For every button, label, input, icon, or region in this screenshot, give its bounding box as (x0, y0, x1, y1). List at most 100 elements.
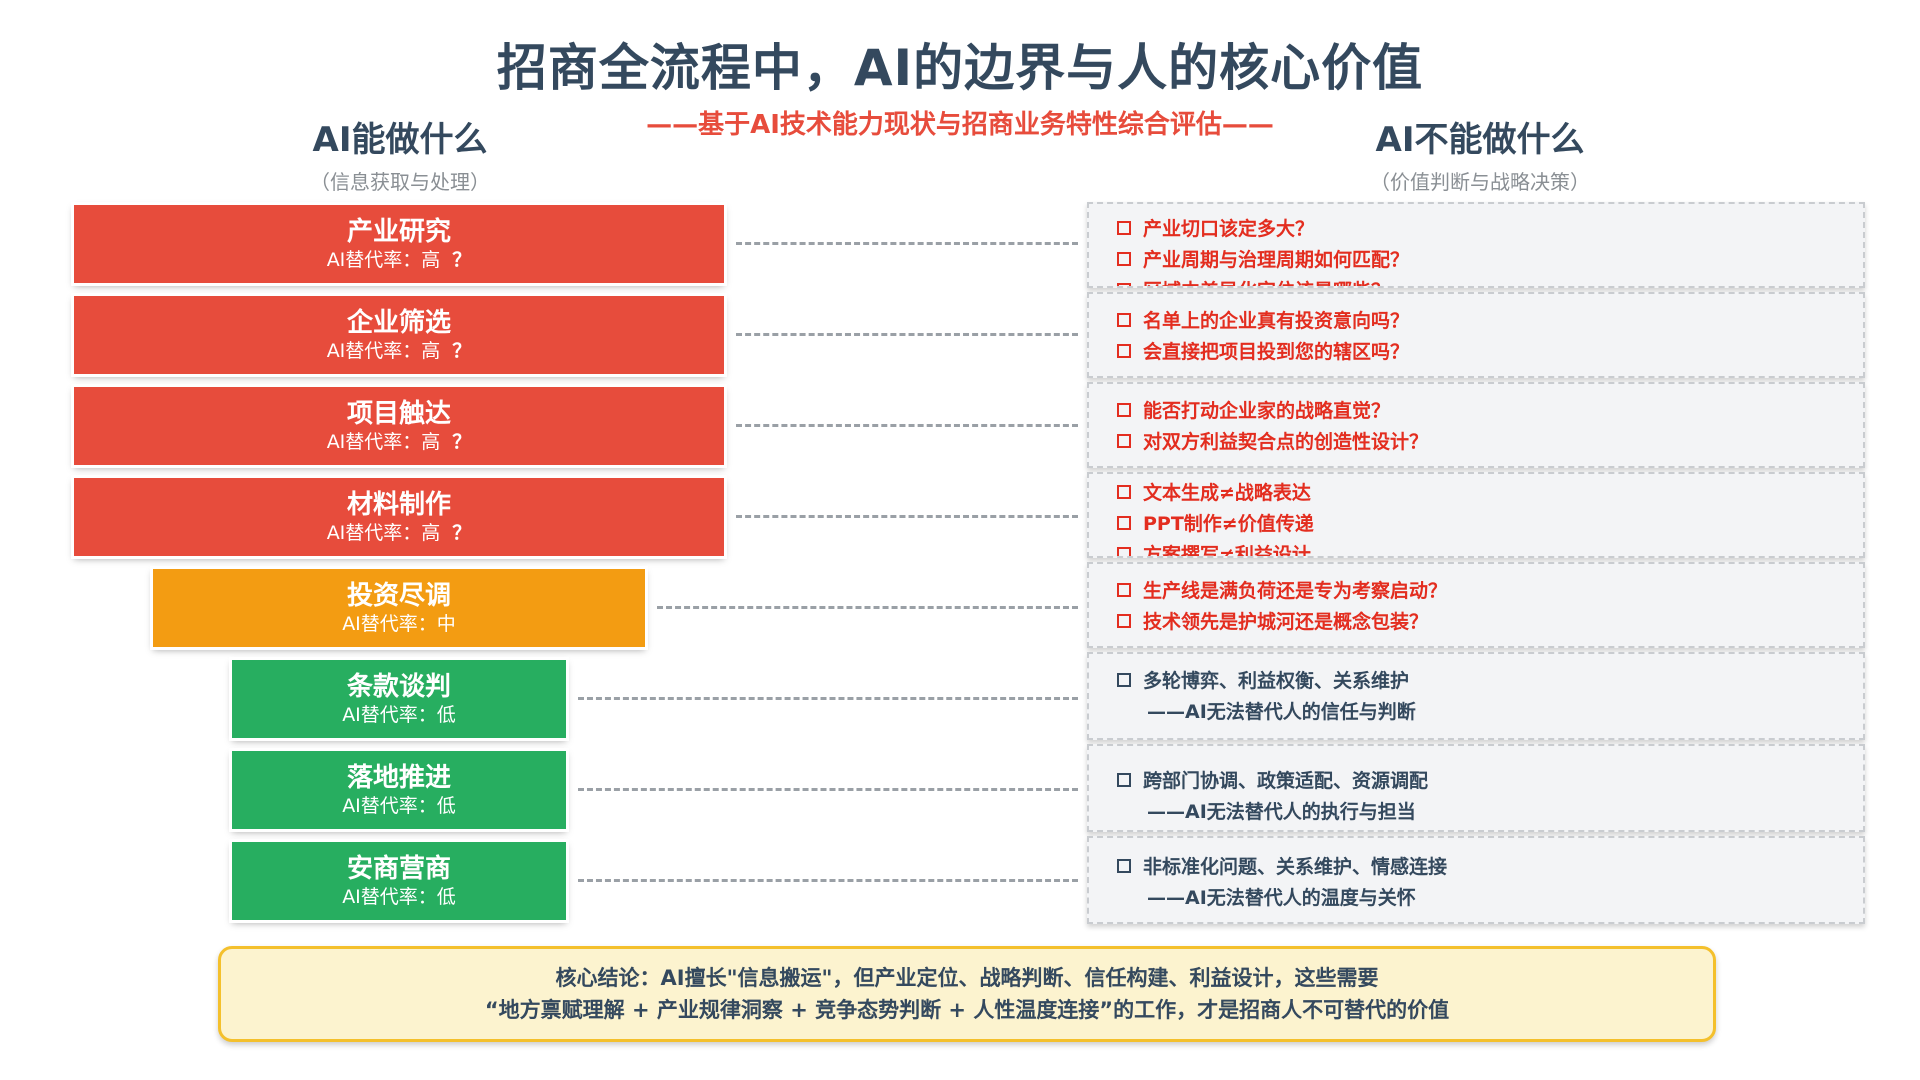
question-box: 多轮博弈、利益权衡、关系维护 ——AI无法替代人的信任与判断 (1087, 652, 1865, 740)
checkbox-bullet-icon (1117, 772, 1131, 787)
question-text: 生产线是满负荷还是专为考察启动？ (1143, 580, 1448, 602)
connector-line (736, 424, 1078, 427)
question-line: 技术领先是护城河还是概念包装？ (1117, 607, 1863, 638)
stage-name: 安商营商 (346, 854, 451, 884)
question-text: 能否打动企业家的战略直觉？ (1143, 400, 1391, 422)
checkbox-bullet-icon (1117, 582, 1131, 597)
question-text: 非标准化问题、关系维护、情感连接 (1143, 856, 1448, 878)
checkbox-bullet-icon (1117, 515, 1131, 530)
question-box: 名单上的企业真有投资意向吗？ 会直接把项目投到您的辖区吗？ (1087, 292, 1865, 378)
question-text: 对双方利益契合点的创造性设计？ (1143, 431, 1429, 453)
conclusion-box: 核心结论：AI擅长"信息搬运"，但产业定位、战略判断、信任构建、利益设计，这些需… (218, 946, 1716, 1042)
connector-line (657, 606, 1078, 609)
question-text: PPT制作≠价值传递 (1143, 513, 1314, 535)
question-box: 生产线是满负荷还是专为考察启动？ 技术领先是护城河还是概念包装？ (1087, 562, 1865, 648)
question-box: 产业切口该定多大？ 产业周期与治理周期如何匹配？ 区域中差异化定位该是哪些？ (1087, 202, 1865, 288)
question-text: 会直接把项目投到您的辖区吗？ (1143, 341, 1410, 363)
question-mark: ？ (452, 522, 472, 544)
question-line: 文本生成≠战略表达 (1117, 478, 1863, 509)
question-box: 能否打动企业家的战略直觉？ 对双方利益契合点的创造性设计？ (1087, 382, 1865, 468)
checkbox-bullet-icon (1117, 220, 1131, 235)
stage-name: 落地推进 (346, 763, 451, 793)
question-line: ——AI无法替代人的信任与判断 (1117, 697, 1863, 728)
question-text: ——AI无法替代人的信任与判断 (1147, 701, 1416, 723)
question-text: 技术领先是护城河还是概念包装？ (1143, 611, 1429, 633)
question-line: 非标准化问题、关系维护、情感连接 (1117, 852, 1863, 883)
stage-name: 企业筛选 (346, 308, 451, 338)
stage-name: 条款谈判 (346, 672, 451, 702)
question-text: 方案撰写≠利益设计 (1143, 544, 1311, 558)
stage-box: 投资尽调 AI替代率：中 (153, 569, 645, 647)
left-column-heading: AI能做什么 (312, 120, 488, 160)
connector-line (578, 697, 1078, 700)
stage-name: 产业研究 (346, 217, 451, 247)
stage-rate-text: AI替代率：高 (326, 431, 441, 453)
connector-line (736, 333, 1078, 336)
stage-rate-text: AI替代率：低 (342, 704, 456, 726)
question-line: 会直接把项目投到您的辖区吗？ (1117, 337, 1863, 368)
stage-box: 材料制作 AI替代率：高 ？ (74, 478, 724, 556)
question-line: 跨部门协调、政策适配、资源调配 (1117, 766, 1863, 797)
stage-box: 产业研究 AI替代率：高 ？ (74, 205, 724, 283)
question-line: ——AI无法替代人的温度与关怀 (1117, 883, 1863, 914)
stage-rate-text: AI替代率：低 (342, 886, 456, 908)
stage-rate-text: AI替代率：高 (326, 249, 441, 271)
right-column-heading: AI不能做什么 (1375, 120, 1585, 160)
stage-name: 项目触达 (346, 399, 451, 429)
page-title: 招商全流程中，AI的边界与人的核心价值 (496, 39, 1424, 97)
question-mark: ？ (452, 431, 472, 453)
checkbox-bullet-icon (1117, 343, 1131, 358)
stage-rate: AI替代率：高 ？ (327, 339, 472, 363)
stage-rate-text: AI替代率：低 (342, 795, 456, 817)
stage-rate: AI替代率：低 (342, 794, 456, 818)
stage-rate: AI替代率：低 (342, 703, 456, 727)
question-text: 名单上的企业真有投资意向吗？ (1143, 310, 1410, 332)
question-text: 区域中差异化定位该是哪些？ (1143, 280, 1390, 286)
stage-rate: AI替代率：低 (342, 885, 456, 909)
question-text: 跨部门协调、政策适配、资源调配 (1143, 770, 1429, 792)
question-line: 区域中差异化定位该是哪些？ (1117, 276, 1863, 286)
page-subtitle: ——基于AI技术能力现状与招商业务特性综合评估—— (646, 110, 1274, 140)
stage-rate-text: AI替代率：高 (326, 522, 441, 544)
conclusion-line-2: “地方禀赋理解 + 产业规律洞察 + 竞争态势判断 + 人性温度连接”的工作，才… (484, 998, 1450, 1022)
checkbox-bullet-icon (1117, 402, 1131, 417)
stage-rate: AI替代率：高 ？ (327, 430, 472, 454)
checkbox-bullet-icon (1117, 433, 1131, 448)
checkbox-bullet-icon (1117, 312, 1131, 327)
checkbox-bullet-icon (1117, 613, 1131, 628)
question-line: 方案撰写≠利益设计 (1117, 540, 1863, 558)
question-text: ——AI无法替代人的温度与关怀 (1147, 887, 1416, 909)
connector-line (578, 879, 1078, 882)
question-line: 名单上的企业真有投资意向吗？ (1117, 306, 1863, 337)
stage-box: 企业筛选 AI替代率：高 ？ (74, 296, 724, 374)
stage-rate: AI替代率：高 ？ (327, 248, 472, 272)
checkbox-bullet-icon (1117, 251, 1131, 266)
checkbox-bullet-icon (1117, 858, 1131, 873)
left-column-caption: （信息获取与处理） (310, 170, 490, 194)
stage-box: 落地推进 AI替代率：低 (232, 751, 566, 829)
question-box: 跨部门协调、政策适配、资源调配 ——AI无法替代人的执行与担当 (1087, 744, 1865, 832)
stage-box: 项目触达 AI替代率：高 ？ (74, 387, 724, 465)
checkbox-bullet-icon (1117, 282, 1131, 286)
right-column-caption: （价值判断与战略决策） (1370, 170, 1590, 194)
question-mark: ？ (452, 340, 472, 362)
stage-box: 条款谈判 AI替代率：低 (232, 660, 566, 738)
stage-rate-text: AI替代率：中 (342, 613, 456, 635)
question-text: ——AI无法替代人的执行与担当 (1147, 801, 1416, 823)
question-line: 多轮博弈、利益权衡、关系维护 (1117, 666, 1863, 697)
question-line: ——AI无法替代人的执行与担当 (1117, 797, 1863, 828)
stage-box: 安商营商 AI替代率：低 (232, 842, 566, 920)
question-box: 文本生成≠战略表达 PPT制作≠价值传递方案撰写≠利益设计 (1087, 472, 1865, 558)
stage-name: 材料制作 (346, 490, 451, 520)
stage-rate-text: AI替代率：高 (326, 340, 441, 362)
question-text: 多轮博弈、利益权衡、关系维护 (1143, 670, 1410, 692)
checkbox-bullet-icon (1117, 672, 1131, 687)
question-mark: ？ (452, 249, 472, 271)
question-text: 产业周期与治理周期如何匹配？ (1143, 249, 1410, 271)
connector-line (736, 515, 1078, 518)
question-line: PPT制作≠价值传递 (1117, 509, 1863, 540)
question-text: 文本生成≠战略表达 (1143, 482, 1311, 504)
question-box: 非标准化问题、关系维护、情感连接 ——AI无法替代人的温度与关怀 (1087, 836, 1865, 924)
question-line: 生产线是满负荷还是专为考察启动？ (1117, 576, 1863, 607)
stage-rate: AI替代率：高 ？ (327, 521, 472, 545)
